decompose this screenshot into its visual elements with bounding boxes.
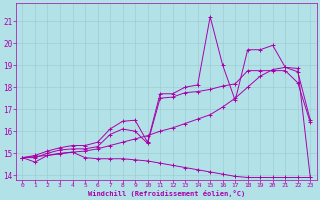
X-axis label: Windchill (Refroidissement éolien,°C): Windchill (Refroidissement éolien,°C) bbox=[88, 190, 245, 197]
